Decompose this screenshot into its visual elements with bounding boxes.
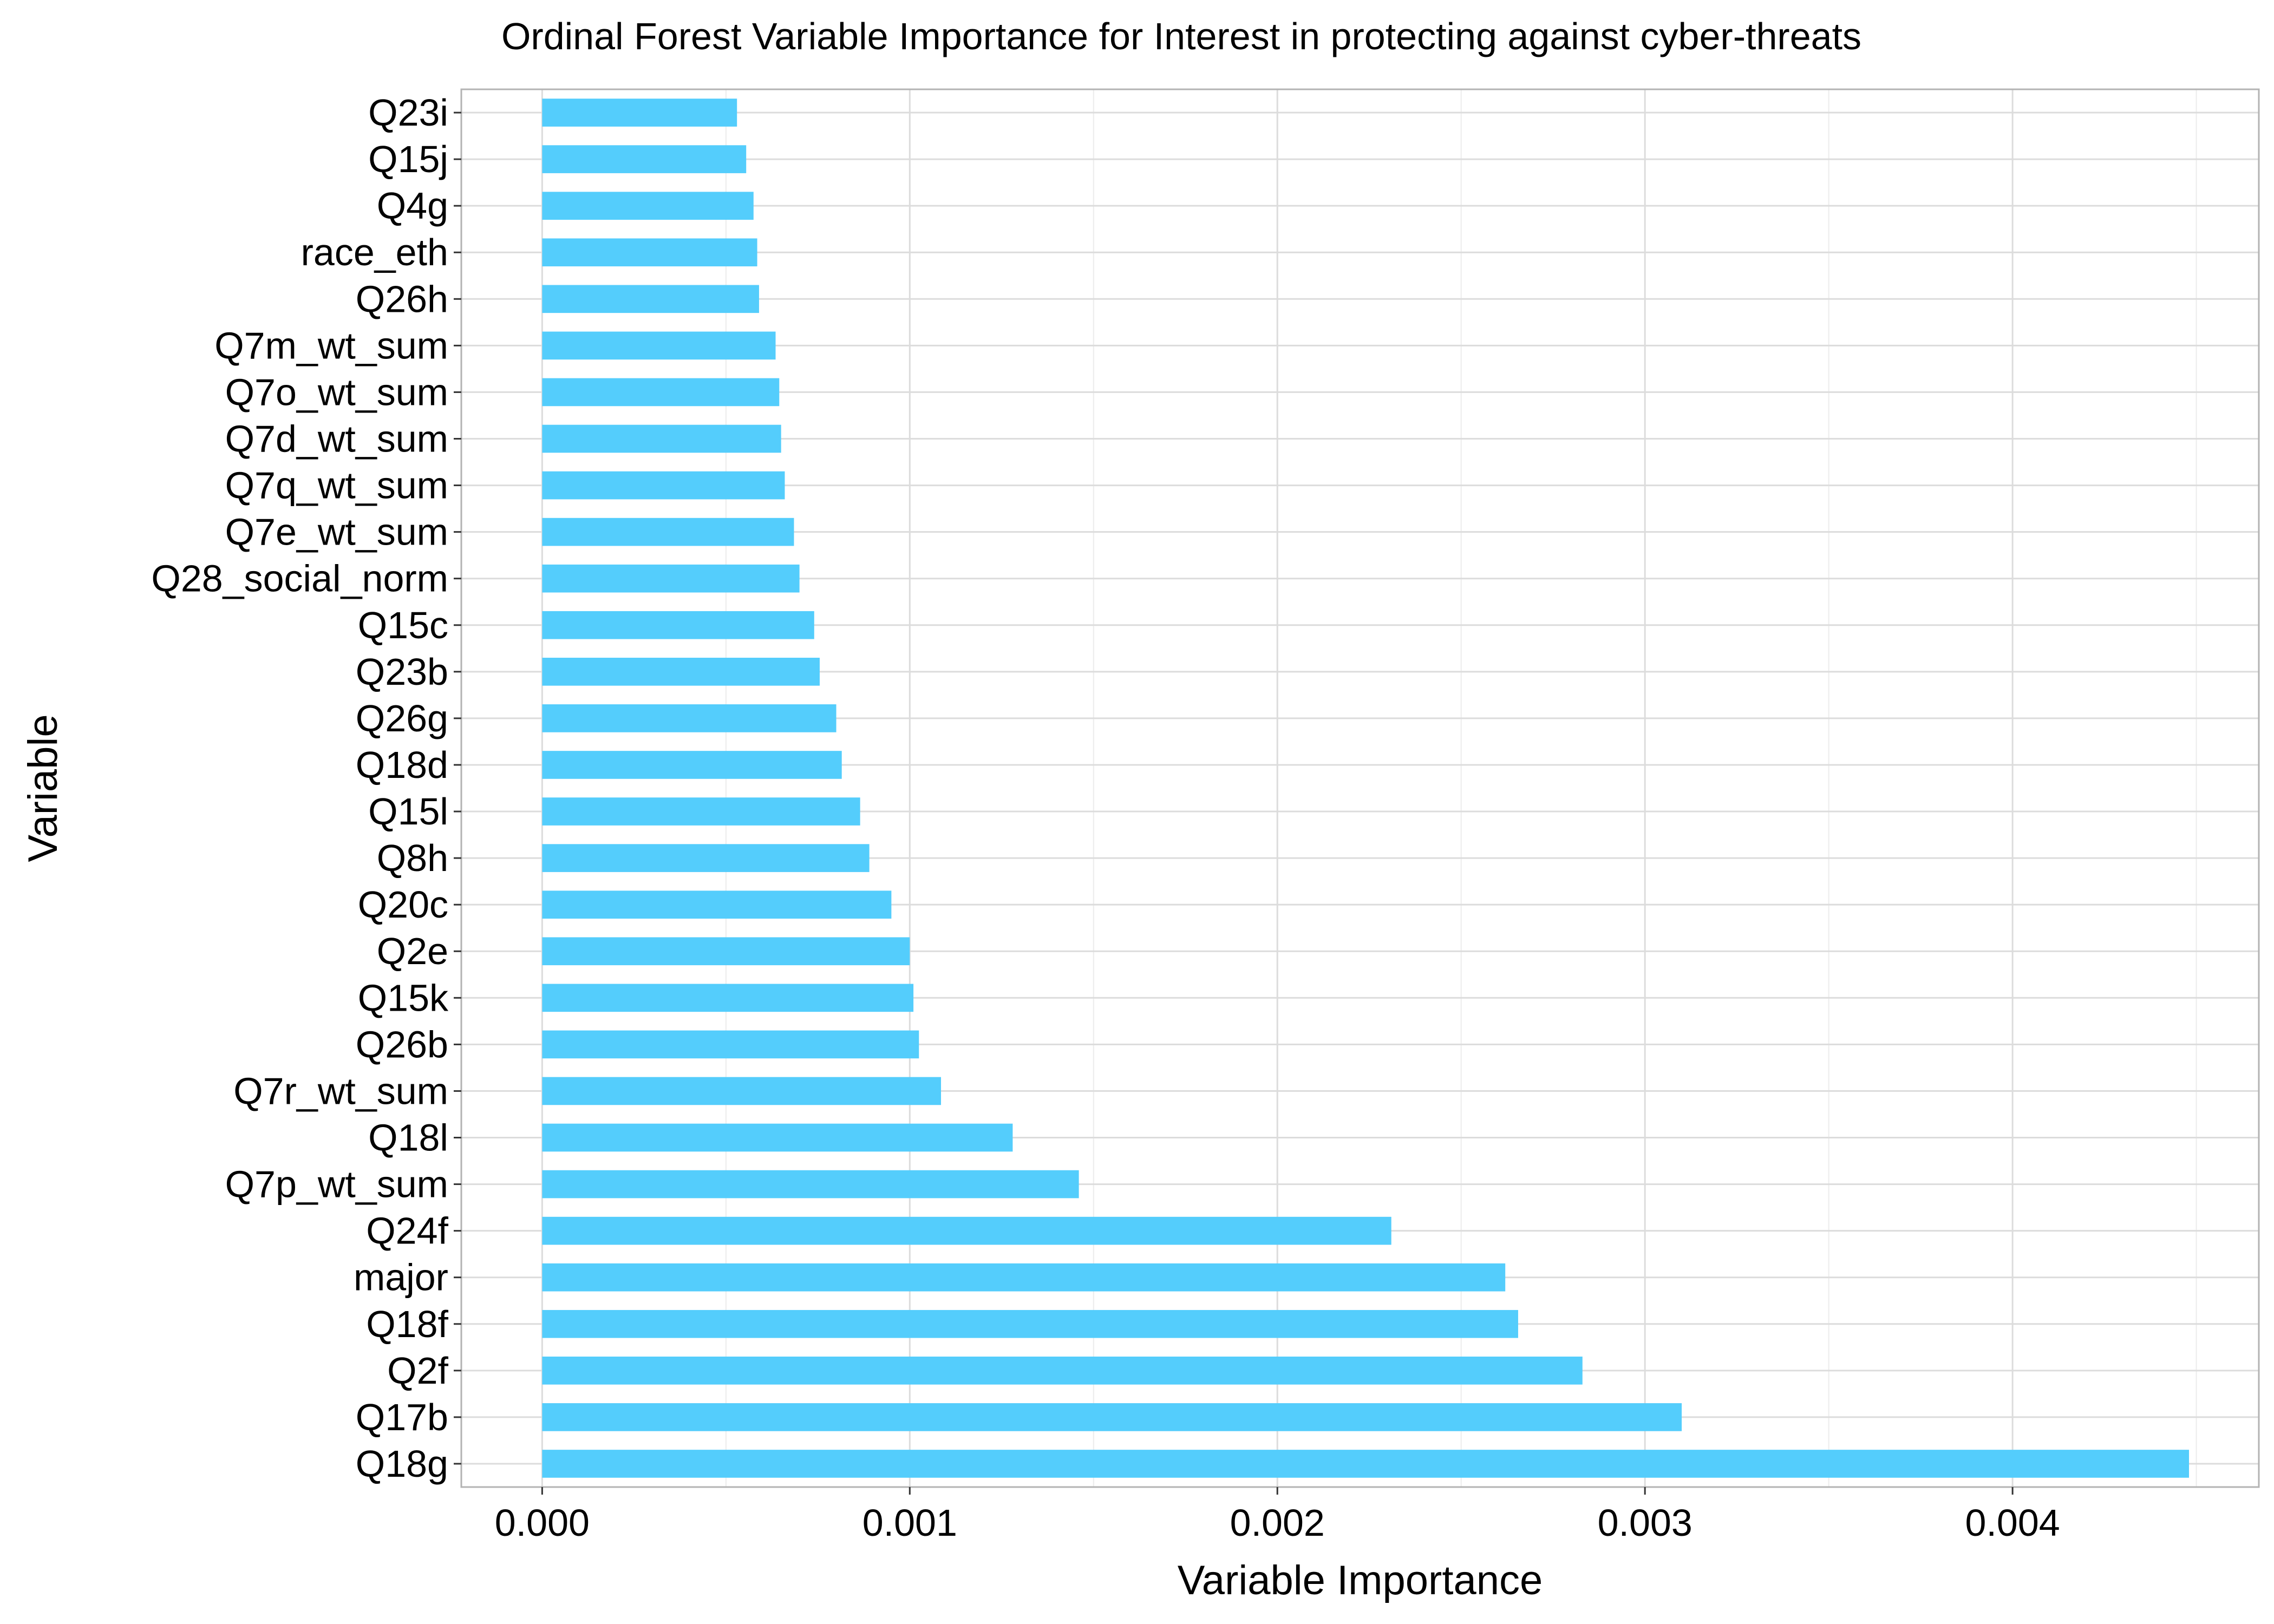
y-tick-label: Q7e_wt_sum [225,511,448,553]
y-tick-label: Q15l [368,790,448,833]
bar [542,471,785,500]
y-tick-label: Q4g [377,185,448,227]
y-tick-label: major [354,1256,448,1299]
y-tick-label: Q15c [358,604,448,646]
y-tick-label: Q15k [358,977,449,1019]
bar [542,751,842,779]
y-tick-label: Q26b [356,1023,448,1065]
bar-layer [542,99,2190,1478]
y-tick-label: Q7r_wt_sum [233,1070,448,1112]
y-tick-label: Q7q_wt_sum [225,464,448,507]
x-axis-title: Variable Importance [1178,1557,1543,1603]
bar [542,192,754,220]
plot-panel-border [460,88,2260,1488]
bar [542,145,747,173]
x-tick-label: 0.001 [862,1502,957,1544]
bar [542,1403,1682,1431]
y-tick-label: Q18f [366,1303,448,1345]
grid-layer [461,89,2259,1487]
bar [542,937,910,966]
bar [542,1030,919,1059]
bar [542,984,914,1012]
y-tick-label: Q24f [366,1210,448,1252]
y-tick-label: Q18g [356,1443,448,1485]
y-tick-label: Q23b [356,651,448,693]
y-tick-label: Q7m_wt_sum [214,324,448,366]
bar [542,704,837,732]
y-tick-label: Q2e [377,930,448,972]
bar [542,797,860,826]
y-tick-label: Q18l [368,1117,448,1159]
y-tick-label: Q17b [356,1396,448,1438]
x-tick-label: 0.002 [1230,1502,1325,1544]
bar [542,518,794,546]
bar [542,285,759,313]
y-tick-label: Q20c [358,883,448,926]
bar [542,331,776,360]
bar [542,1450,2190,1478]
y-tick-label: race_eth [301,231,448,273]
bar [542,611,814,639]
y-tick-label: Q7d_wt_sum [225,418,448,460]
y-tick-label: Q26g [356,697,448,739]
x-tick-label: 0.003 [1598,1502,1693,1544]
bar [542,1357,1583,1385]
bar [542,890,892,919]
bar [542,1216,1391,1245]
bar [542,844,870,872]
bar [542,1170,1079,1199]
bar [542,1123,1013,1152]
bar [542,238,757,267]
bar [542,378,780,407]
y-axis-title: Variable [20,714,66,862]
y-tick-label: Q7o_wt_sum [225,371,448,413]
bar [542,1309,1518,1338]
plot-panel [461,89,2259,1487]
bar [542,424,781,453]
x-tick-label: 0.000 [495,1502,590,1544]
bar [542,564,800,593]
bar [542,1263,1506,1292]
bar [542,1077,942,1105]
y-tick-label: Q18d [356,744,448,786]
y-tick-label: Q26h [356,278,448,320]
chart-title: Ordinal Forest Variable Importance for I… [501,15,1862,57]
x-axis-ticks: 0.000 0.001 0.002 0.003 0.004 [495,1487,2060,1544]
y-tick-label: Q15j [368,138,448,180]
y-tick-label: Q7p_wt_sum [225,1163,448,1206]
x-tick-label: 0.004 [1965,1502,2060,1544]
bar [542,99,737,127]
bar [542,658,820,686]
y-tick-label: Q28_social_norm [151,558,448,600]
y-tick-label: Q2f [387,1350,448,1392]
y-tick-label: Q23i [368,91,448,134]
y-tick-label: Q8h [377,837,448,879]
